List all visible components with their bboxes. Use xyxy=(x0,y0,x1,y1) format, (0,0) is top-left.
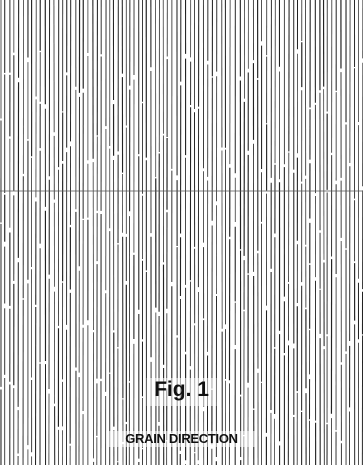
figure-number-halo xyxy=(146,378,217,406)
figure-caption: GRAIN DIRECTION xyxy=(125,431,238,446)
figure-number: Fig. 1 xyxy=(154,378,209,401)
figure-caption-halo xyxy=(106,431,257,447)
